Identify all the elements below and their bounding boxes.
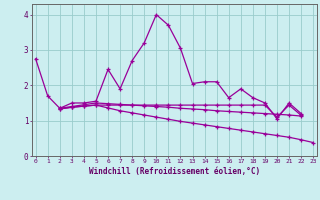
- X-axis label: Windchill (Refroidissement éolien,°C): Windchill (Refroidissement éolien,°C): [89, 167, 260, 176]
